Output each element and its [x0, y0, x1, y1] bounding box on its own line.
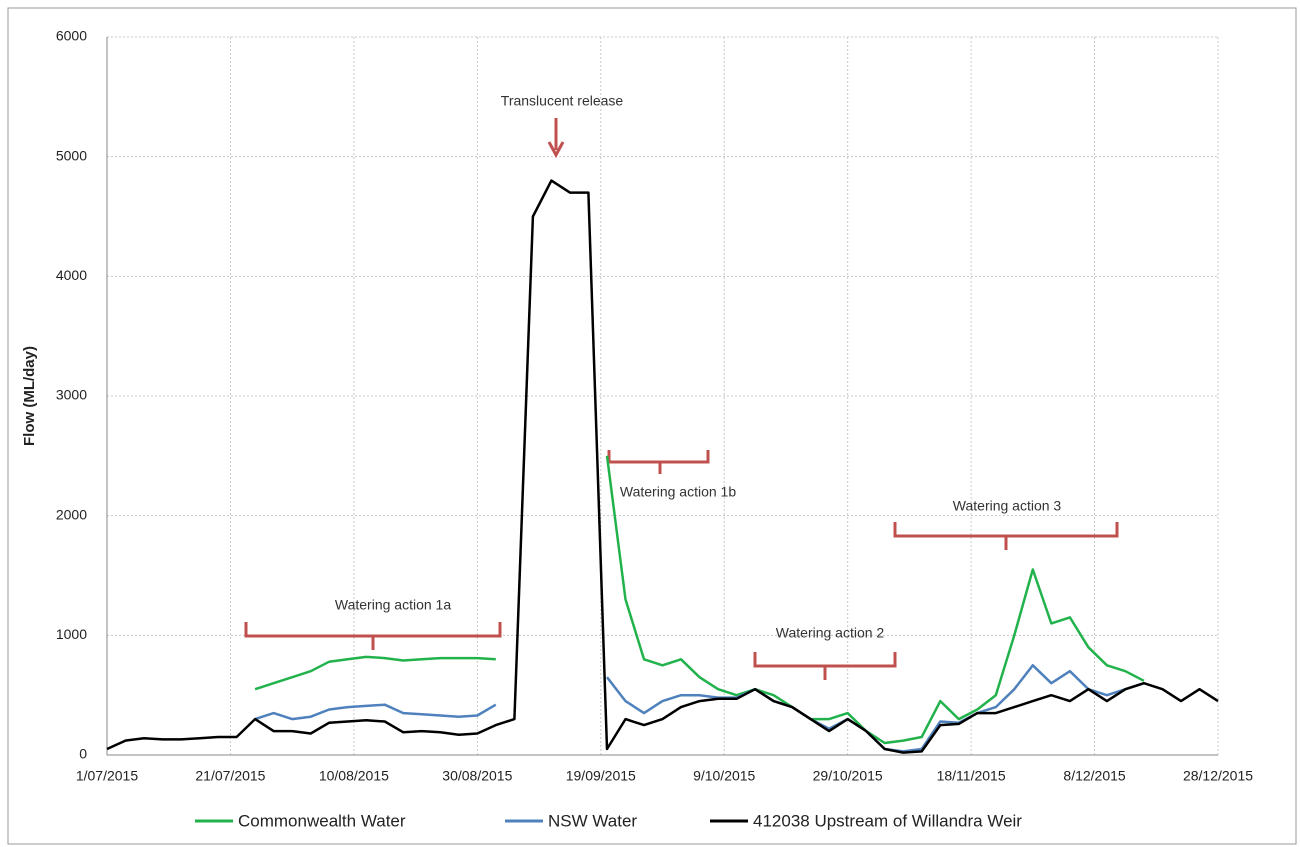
annotation: Watering action 3 [953, 498, 1062, 514]
annotation: Translucent release [501, 93, 624, 109]
legend-label: 412038 Upstream of Willandra Weir [753, 811, 1022, 830]
chart-frame [7, 7, 1297, 845]
y-tick-label: 3000 [56, 387, 87, 403]
x-tick-label: 21/07/2015 [195, 768, 265, 784]
legend: Commonwealth Water NSW Water 412038 Upstre… [195, 811, 1022, 830]
annotation: Watering action 1b [620, 484, 736, 500]
y-tick-label: 4000 [56, 267, 87, 283]
series-line [106, 179, 1219, 754]
series-line [254, 455, 1145, 745]
bracket [607, 450, 710, 474]
x-tick-label: 30/08/2015 [442, 768, 512, 784]
bracket [244, 622, 502, 650]
x-tick-label: 10/08/2015 [319, 768, 389, 784]
y-tick-label: 6000 [56, 28, 87, 44]
x-tick-label: 1/07/2015 [76, 768, 138, 784]
y-tick-label: 1000 [56, 626, 87, 642]
x-tick-label: 9/10/2015 [693, 768, 755, 784]
bracket [753, 652, 897, 680]
annotation: Watering action 1a [335, 597, 451, 613]
arrow [547, 118, 565, 159]
x-tick-label: 28/12/2015 [1183, 768, 1253, 784]
legend-label: NSW Water [548, 811, 637, 830]
x-tick-label: 8/12/2015 [1063, 768, 1125, 784]
y-axis-title: Flow (ML/day) [21, 346, 38, 446]
x-tick-label: 18/11/2015 [937, 768, 1006, 784]
y-tick-label: 0 [79, 746, 87, 762]
y-tick-label: 2000 [56, 506, 87, 522]
x-tick-label: 19/09/2015 [566, 768, 636, 784]
annotation: Watering action 2 [776, 625, 885, 641]
bracket [893, 522, 1119, 550]
legend-label: Commonwealth Water [238, 811, 406, 830]
plot [106, 179, 1219, 754]
x-tick-label: 29/10/2015 [813, 768, 883, 784]
y-tick-label: 5000 [56, 147, 87, 163]
grid: 0 1000 2000 3000 4000 5000 6000 1/07/2015 21/07/… [56, 28, 1253, 784]
